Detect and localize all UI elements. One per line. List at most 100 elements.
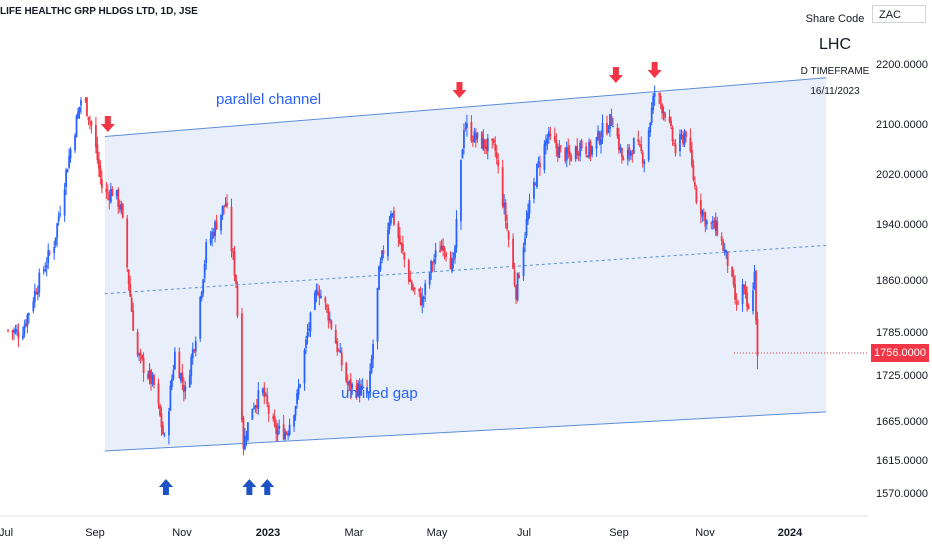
candle-body [370,358,373,373]
candle-body [723,250,726,253]
candle-body [401,243,404,252]
candle-body [400,242,403,246]
candle-body [14,329,17,333]
candle-body [163,434,166,436]
candle-body [473,131,476,143]
candle-body [100,179,103,189]
y-tick-label: 2020.0000 [876,169,928,181]
candle-body [704,212,707,227]
candle-body [492,139,495,143]
candle-body [220,214,222,231]
chart-title: LIFE HEALTHC GRP HLDGS LTD, 1D, JSE [0,6,198,17]
candle-body [679,134,681,152]
candle-body [607,131,610,133]
candle-body [673,142,675,144]
candle-body [577,153,580,155]
candle-body [263,387,266,398]
candle-body [741,284,744,304]
candle-body [224,204,227,207]
candle-body [105,188,108,193]
candle-body [121,203,124,218]
candle-body [422,296,425,300]
candle-body [251,408,254,420]
x-tick-label: 2023 [255,527,281,539]
candle-body [515,285,517,300]
candle-body [23,325,26,336]
candle-body [120,203,123,211]
candle-body [653,92,656,97]
candle-body [24,323,27,326]
candle-body [382,250,385,254]
candle-body [366,387,368,394]
candle-body [318,292,321,299]
candle-body [407,260,410,282]
candle-body [600,138,602,145]
candle-body [109,189,112,203]
candle-body [38,272,41,293]
candle-body [620,148,623,158]
candle-body [127,269,130,285]
candle-body [264,394,267,396]
candle-body [26,314,29,327]
candle-body [147,373,149,379]
candle-body [564,148,567,162]
candle-body [714,219,717,232]
candle-body [710,222,713,224]
candle-body [491,138,494,141]
candle-body [662,111,665,113]
candle-body [77,111,79,119]
y-tick-label: 1615.0000 [876,455,928,467]
candle-body [387,229,389,257]
candle-body [233,251,236,276]
candle-body [725,249,728,253]
candle-body [516,273,519,301]
candle-body [65,169,68,188]
candle-body [75,115,78,138]
x-tick-label: May [426,527,448,539]
x-tick-label: Jul [516,527,532,539]
candle-body [591,146,593,155]
candle-body [743,284,745,289]
candle-body [398,235,401,244]
candle-body [466,123,468,128]
candle-body [162,425,164,435]
candle-body [503,202,506,208]
candle-body [361,385,364,387]
candle-body [184,386,187,391]
candle-body [546,138,549,144]
candle-body [244,435,246,450]
candle-body [522,247,525,277]
candle-body [179,373,182,381]
candle-body [226,202,228,207]
candle-body [369,371,371,393]
candle-body [257,390,260,409]
candle-body [482,137,485,150]
candle-body [282,424,285,440]
candle-body [178,351,181,379]
candle-body [501,167,504,206]
candle-body [273,416,276,426]
candle-body [99,166,102,178]
candle-body [132,310,135,331]
candle-body [544,141,547,146]
candle-body [397,223,400,238]
candle-body [159,404,161,416]
candle-body [652,96,655,110]
candle-body [518,274,520,279]
candle-body [278,425,281,430]
candle-body [419,292,422,306]
channel-lower-line [104,411,827,452]
candle-body [390,214,392,224]
candle-body [683,133,686,145]
candle-body [470,121,473,141]
candle-body [638,144,641,146]
candle-body [506,222,509,230]
candle-body [200,292,203,299]
channel-annotation: parallel channel [216,91,322,108]
currency-selector[interactable]: ZAC [872,5,926,23]
candle-body [378,266,380,290]
candle-body [650,107,653,123]
candle-body [680,135,683,137]
candle-body [148,370,151,379]
